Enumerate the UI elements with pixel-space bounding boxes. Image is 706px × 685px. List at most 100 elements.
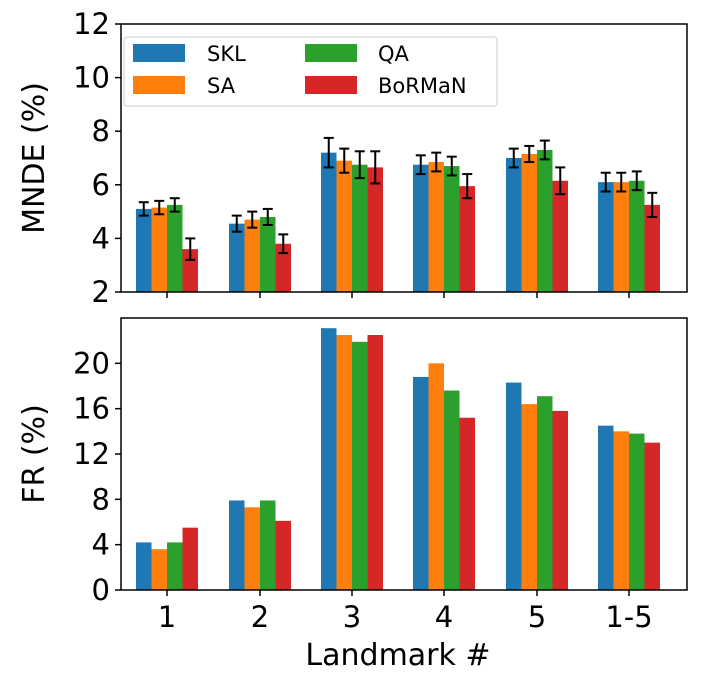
bar-top-sa-2 [244, 219, 260, 292]
bar-bottom-qa-1 [167, 542, 183, 590]
errorbar-borman-5 [555, 166, 566, 196]
bar-bottom-skl-2 [229, 500, 245, 590]
top-y-tick-label-8: 8 [92, 114, 110, 148]
x-tick-label-1-5: 1-5 [605, 600, 652, 634]
errorbar-qa-1-5 [631, 170, 642, 192]
bar-top-qa-1-5 [629, 180, 645, 292]
bottom-y-tick-label-12: 12 [73, 437, 110, 471]
errorbar-skl-1-5 [600, 171, 611, 193]
bar-top-qa-5 [537, 149, 553, 292]
bar-top-skl-4 [413, 164, 429, 292]
x-tick-label-4: 4 [435, 600, 453, 634]
bar-bottom-borman-1-5 [644, 442, 660, 590]
bar-bottom-qa-5 [537, 396, 553, 590]
bar-top-borman-5 [552, 180, 568, 292]
bar-bottom-skl-3 [321, 328, 337, 590]
bar-bottom-qa-2 [260, 500, 276, 590]
errorbar-skl-1 [138, 201, 149, 217]
legend-label-borman: BoRMaN [378, 74, 467, 98]
bar-top-qa-3 [352, 164, 368, 292]
top-x-ticks [166, 292, 630, 298]
top-y-axis-label: MNDE (%) [17, 82, 52, 234]
bottom-y-tick-label-20: 20 [73, 346, 110, 380]
bar-top-qa-1 [167, 204, 183, 292]
bar-top-skl-1 [136, 208, 152, 292]
top-axes-frame [120, 23, 688, 293]
legend-frame [123, 36, 498, 107]
top-bars [136, 149, 660, 292]
bar-bottom-borman-3 [367, 335, 383, 590]
errorbar-sa-3 [339, 147, 350, 174]
errorbar-qa-1 [169, 197, 180, 213]
errorbar-qa-2 [262, 207, 273, 226]
bar-top-skl-3 [321, 152, 337, 292]
bar-top-sa-1 [151, 207, 167, 292]
bar-bottom-qa-3 [352, 341, 368, 590]
errorbar-borman-1 [185, 237, 196, 261]
bar-top-borman-3 [367, 167, 383, 292]
bar-top-skl-5 [506, 158, 522, 292]
errorbar-sa-1 [154, 199, 165, 216]
bottom-bars [136, 328, 660, 590]
errorbar-borman-4 [462, 173, 473, 200]
bottom-y-tick-label-4: 4 [92, 528, 110, 562]
bar-bottom-sa-1-5 [613, 431, 629, 590]
top-y-tick-label-12: 12 [73, 7, 110, 41]
bar-top-sa-1-5 [613, 182, 629, 292]
errorbar-skl-2 [231, 214, 242, 233]
bar-top-sa-5 [521, 153, 537, 292]
bar-bottom-sa-4 [428, 363, 444, 590]
bar-top-sa-4 [428, 162, 444, 292]
bar-bottom-sa-5 [521, 404, 537, 590]
bottom-x-ticks: 1 2 3 4 5 1-5 [158, 590, 653, 634]
top-panel: 2 4 6 8 10 12 MNDE (%) SKL SA QA BoRMaN [17, 7, 688, 309]
bottom-y-tick-label-0: 0 [92, 573, 110, 607]
bar-top-skl-2 [229, 223, 245, 292]
bottom-y-ticks: 0 4 8 12 16 20 [73, 346, 121, 607]
legend: SKL SA QA BoRMaN [123, 36, 498, 107]
top-y-tick-label-2: 2 [92, 275, 110, 309]
errorbar-borman-2 [278, 233, 289, 255]
bar-top-borman-2 [275, 243, 291, 292]
bar-top-qa-4 [444, 166, 460, 292]
legend-label-skl: SKL [207, 42, 246, 66]
bar-bottom-skl-1 [136, 542, 152, 590]
bar-top-qa-2 [260, 216, 276, 292]
legend-swatch-borman [305, 76, 357, 94]
top-y-tick-label-4: 4 [92, 221, 110, 255]
x-tick-label-2: 2 [251, 600, 269, 634]
bar-top-borman-1-5 [644, 204, 660, 292]
bar-top-sa-3 [336, 160, 352, 292]
errorbar-borman-3 [370, 150, 381, 185]
top-y-ticks: 2 4 6 8 10 12 [73, 7, 121, 309]
legend-label-sa: SA [207, 74, 236, 98]
bar-bottom-borman-2 [275, 520, 291, 590]
errorbar-borman-1-5 [647, 191, 658, 218]
bar-bottom-borman-5 [552, 410, 568, 590]
legend-swatch-qa [305, 44, 357, 62]
x-axis-label: Landmark # [305, 638, 490, 673]
x-tick-label-3: 3 [343, 600, 361, 634]
bar-bottom-borman-4 [459, 417, 475, 590]
bar-bottom-skl-5 [506, 382, 522, 590]
bar-bottom-sa-1 [151, 549, 167, 590]
errorbar-sa-1-5 [616, 171, 627, 193]
bar-bottom-qa-4 [444, 390, 460, 590]
top-y-tick-label-6: 6 [92, 168, 110, 202]
bar-bottom-skl-1-5 [598, 425, 614, 590]
legend-label-qa: QA [378, 42, 410, 66]
top-errorbars [138, 136, 658, 261]
errorbar-qa-5 [539, 139, 550, 161]
bar-top-skl-1-5 [598, 182, 614, 292]
bar-bottom-qa-1-5 [629, 433, 645, 590]
errorbar-sa-2 [247, 210, 258, 229]
errorbar-sa-4 [431, 151, 442, 173]
bar-bottom-skl-4 [413, 376, 429, 590]
legend-swatch-skl [133, 44, 185, 62]
bar-bottom-borman-1 [182, 527, 198, 590]
bar-bottom-sa-2 [244, 507, 260, 590]
x-tick-label-5: 5 [528, 600, 546, 634]
errorbar-skl-4 [415, 154, 426, 176]
